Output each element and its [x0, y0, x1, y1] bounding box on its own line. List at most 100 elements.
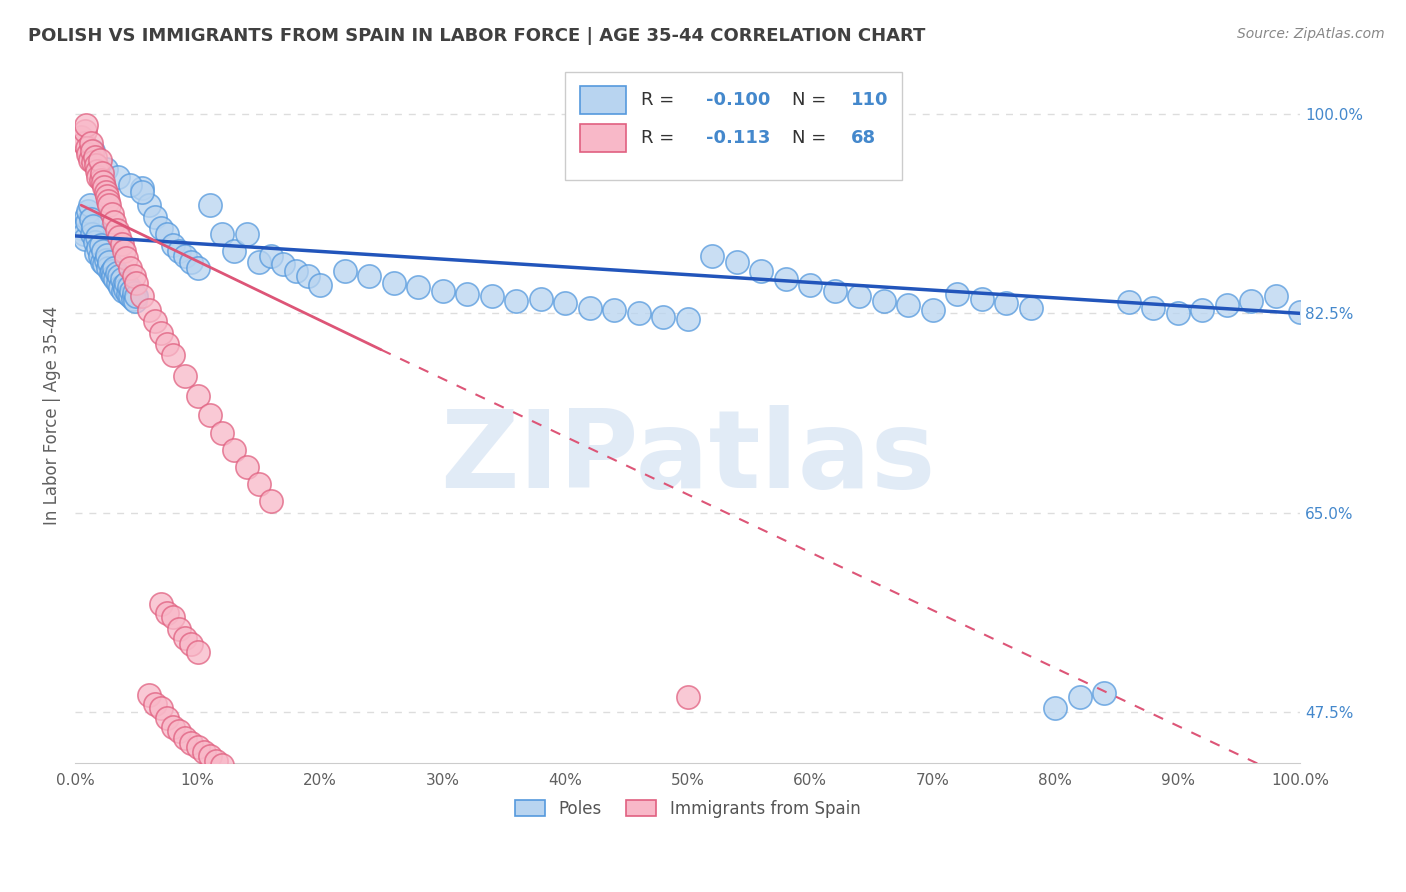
Point	[211, 758, 233, 772]
Point	[406, 280, 429, 294]
Point	[167, 622, 190, 636]
Point	[167, 244, 190, 258]
Point	[156, 710, 179, 724]
Point	[105, 267, 128, 281]
Point	[897, 298, 920, 312]
Point	[131, 185, 153, 199]
Point	[271, 257, 294, 271]
Point	[1264, 289, 1286, 303]
Point	[110, 280, 132, 294]
Point	[73, 124, 96, 138]
Point	[824, 284, 846, 298]
Point	[167, 724, 190, 739]
Point	[309, 277, 332, 292]
Point	[357, 268, 380, 283]
Point	[1043, 701, 1066, 715]
Point	[107, 169, 129, 184]
Point	[112, 244, 135, 258]
Point	[76, 215, 98, 229]
Point	[235, 227, 257, 241]
Point	[180, 736, 202, 750]
Point	[333, 264, 356, 278]
Point	[114, 282, 136, 296]
Point	[107, 276, 129, 290]
Point	[260, 494, 283, 508]
Point	[149, 221, 172, 235]
Point	[1215, 298, 1237, 312]
Point	[82, 219, 104, 233]
Point	[174, 731, 197, 745]
Point	[120, 178, 142, 192]
Point	[235, 460, 257, 475]
Point	[224, 244, 246, 258]
Point	[89, 153, 111, 167]
Point	[247, 255, 270, 269]
Point	[143, 697, 166, 711]
Point	[1019, 301, 1042, 315]
Point	[82, 144, 104, 158]
Point	[101, 268, 124, 283]
Point	[198, 408, 221, 422]
Point	[97, 194, 120, 208]
Point	[1289, 305, 1312, 319]
Point	[284, 264, 307, 278]
Point	[73, 232, 96, 246]
Point	[162, 238, 184, 252]
Point	[174, 249, 197, 263]
Point	[652, 310, 675, 324]
FancyBboxPatch shape	[579, 124, 626, 152]
Point	[115, 276, 138, 290]
Point	[138, 688, 160, 702]
Text: POLISH VS IMMIGRANTS FROM SPAIN IN LABOR FORCE | AGE 35-44 CORRELATION CHART: POLISH VS IMMIGRANTS FROM SPAIN IN LABOR…	[28, 27, 925, 45]
Point	[162, 720, 184, 734]
Point	[77, 147, 100, 161]
Point	[186, 260, 208, 275]
Point	[247, 477, 270, 491]
Point	[83, 150, 105, 164]
Point	[156, 606, 179, 620]
Point	[162, 610, 184, 624]
Point	[198, 198, 221, 212]
Point	[108, 230, 131, 244]
Point	[1092, 685, 1115, 699]
Point	[98, 198, 121, 212]
Text: R =: R =	[641, 91, 681, 109]
Point	[96, 248, 118, 262]
Point	[75, 119, 97, 133]
Text: 68: 68	[851, 129, 876, 147]
Point	[799, 277, 821, 292]
Text: ZIPatlas: ZIPatlas	[440, 404, 935, 510]
Point	[131, 181, 153, 195]
Point	[970, 292, 993, 306]
Point	[97, 260, 120, 275]
Point	[946, 287, 969, 301]
Point	[138, 198, 160, 212]
Point	[1166, 306, 1188, 320]
Point	[456, 287, 478, 301]
Point	[872, 293, 894, 308]
Point	[90, 173, 112, 187]
Point	[848, 289, 870, 303]
Point	[174, 631, 197, 645]
Point	[529, 292, 551, 306]
Point	[156, 227, 179, 241]
Point	[725, 255, 748, 269]
Point	[87, 169, 110, 184]
Point	[91, 255, 114, 269]
Point	[260, 249, 283, 263]
Point	[676, 690, 699, 704]
Point	[91, 166, 114, 180]
Point	[120, 284, 142, 298]
Point	[193, 745, 215, 759]
Point	[93, 180, 115, 194]
Point	[108, 268, 131, 283]
Text: -0.113: -0.113	[706, 129, 770, 147]
Point	[122, 268, 145, 283]
Point	[186, 740, 208, 755]
Point	[110, 272, 132, 286]
Point	[749, 264, 772, 278]
Point	[162, 349, 184, 363]
Point	[98, 255, 121, 269]
Point	[120, 260, 142, 275]
Point	[91, 175, 114, 189]
